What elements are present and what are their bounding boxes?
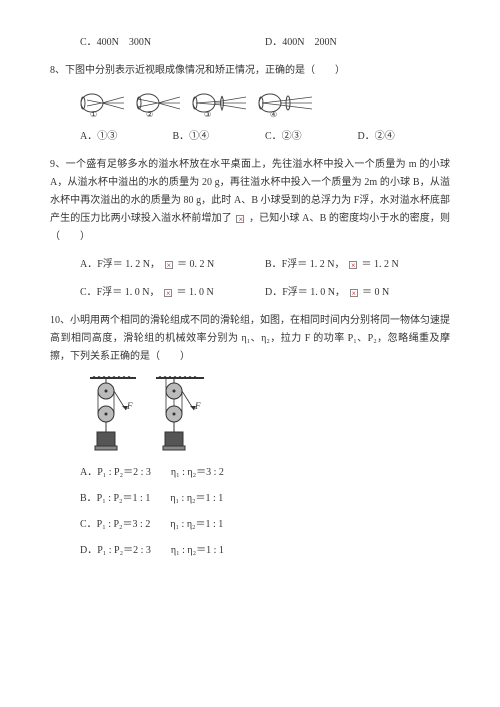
q7-opt-c: C．400N 300N <box>80 34 265 52</box>
eye-lens-icon: ④ <box>258 92 312 118</box>
svg-text:F: F <box>194 401 201 411</box>
svg-text:F: F <box>126 401 133 411</box>
q10-opt-c: C．P₁ : P₂＝3 : 2 η₁ : η₂＝1 : 1 <box>80 516 450 534</box>
q8-diagram-1: ① <box>80 92 124 118</box>
q8-label-2: ② <box>146 110 153 118</box>
q9-opt-a-pre: A．F浮＝ 1. 2 N， <box>80 259 160 270</box>
eye-icon: ② <box>136 92 180 118</box>
q10-options: A．P₁ : P₂＝2 : 3 η₁ : η₂＝3 : 2 B．P₁ : P₂＝… <box>80 464 450 560</box>
q10-diagrams: F F <box>90 376 450 454</box>
broken-image-icon <box>236 215 244 223</box>
q9-opt-d: D．F浮＝ 1. 0 N， ＝ 0 N <box>265 284 450 302</box>
pulley-system-2-icon: F <box>156 376 204 454</box>
q7-opt-d: D．400N 200N <box>265 34 450 52</box>
q8-stem: 8、下图中分别表示近视眼成像情况和矫正情况，正确的是（ ） <box>50 62 450 80</box>
q9-opt-b-post: ＝ 1. 2 N <box>361 259 398 270</box>
broken-image-icon <box>350 289 358 297</box>
q9-opt-b-pre: B．F浮＝ 1. 2 N， <box>265 259 344 270</box>
q10-opt-b: B．P₁ : P₂＝1 : 1 η₁ : η₂＝1 : 1 <box>80 490 450 508</box>
q8-diagram-2: ② <box>136 92 180 118</box>
q8-opt-a: A．①③ <box>80 128 173 146</box>
q8-diagrams: ① ② ③ <box>80 92 450 118</box>
q10-opt-a: A．P₁ : P₂＝2 : 3 η₁ : η₂＝3 : 2 <box>80 464 450 482</box>
q8-label-1: ① <box>90 110 97 118</box>
q9-opt-b: B．F浮＝ 1. 2 N， ＝ 1. 2 N <box>265 256 450 274</box>
q7-options-tail: C．400N 300N D．400N 200N <box>80 34 450 52</box>
pulley-system-1-icon: F <box>90 376 136 454</box>
q9-opt-c-pre: C．F浮＝ 1. 0 N， <box>80 287 159 298</box>
q8-diagram-3: ③ <box>192 92 246 118</box>
q8-label-3: ③ <box>204 110 211 118</box>
q9-opt-d-pre: D．F浮＝ 1. 0 N， <box>265 287 345 298</box>
q8-options: A．①③ B．①④ C．②③ D．②④ <box>80 128 450 146</box>
broken-image-icon <box>165 261 173 269</box>
q8-opt-d: D．②④ <box>358 128 451 146</box>
q9-opt-c: C．F浮＝ 1. 0 N， ＝ 1. 0 N <box>80 284 265 302</box>
q8-diagram-4: ④ <box>258 92 312 118</box>
q8-opt-c: C．②③ <box>265 128 358 146</box>
q9-opt-a-post: ＝ 0. 2 N <box>177 259 214 270</box>
q9-stem: 9、一个盛有足够多水的溢水杯放在水平桌面上，先往溢水杯中投入一个质量为 m 的小… <box>50 156 450 246</box>
broken-image-icon <box>164 289 172 297</box>
q10-stem: 10、小明用两个相同的滑轮组成不同的滑轮组，如图，在相同时间内分别将同一物体匀速… <box>50 312 450 366</box>
q10-opt-d: D．P₁ : P₂＝2 : 3 η₁ : η₂＝1 : 1 <box>80 542 450 560</box>
eye-icon: ① <box>80 92 124 118</box>
q9-opt-a: A．F浮＝ 1. 2 N， ＝ 0. 2 N <box>80 256 265 274</box>
q9-opt-c-post: ＝ 1. 0 N <box>176 287 213 298</box>
q9-options: A．F浮＝ 1. 2 N， ＝ 0. 2 N B．F浮＝ 1. 2 N， ＝ 1… <box>80 256 450 302</box>
q8-label-4: ④ <box>270 110 277 118</box>
broken-image-icon <box>349 261 357 269</box>
q9-opt-d-post: ＝ 0 N <box>362 287 389 298</box>
eye-lens-icon: ③ <box>192 92 246 118</box>
q8-opt-b: B．①④ <box>173 128 266 146</box>
